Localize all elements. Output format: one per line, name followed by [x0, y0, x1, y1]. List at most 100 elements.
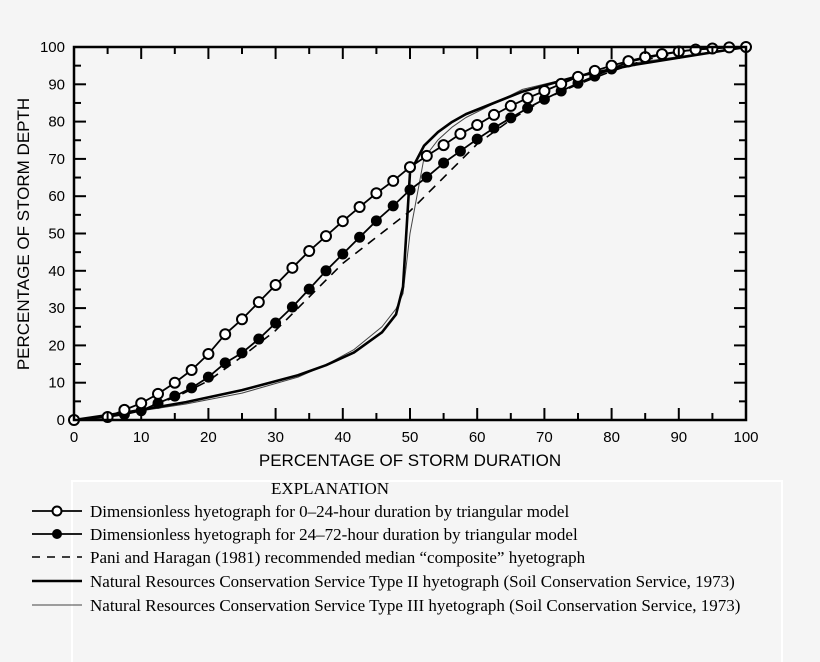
y-tick-label: 80	[48, 114, 65, 131]
open-circle-point	[320, 230, 332, 243]
filled-circle-point	[186, 382, 198, 394]
open-circle-point	[236, 313, 248, 326]
y-tick-label: 50	[48, 226, 65, 243]
open-circle-point	[521, 92, 534, 105]
series-line	[73, 46, 747, 421]
series-thick	[73, 45, 747, 422]
x-axis-label: PERCENTAGE OF STORM DURATION	[259, 451, 561, 470]
open-circle-point	[555, 77, 568, 90]
y-tick-label: 30	[48, 300, 65, 317]
open-circle-point	[353, 201, 366, 214]
open-circle-point	[605, 59, 618, 72]
x-tick-label: 50	[402, 429, 419, 446]
open-circle-point	[420, 149, 433, 162]
y-tick-label: 90	[48, 76, 65, 93]
open-circle-point	[538, 85, 551, 98]
y-tick-labels: 0 10 20 30 40 50 60 70 80 90 100	[40, 39, 65, 429]
legend-entry-label: Dimensionless hyetograph for 0–24-hour d…	[90, 502, 569, 521]
x-tick-labels: 0 10 20 30 40 50 60 70 80 90 100	[70, 429, 759, 446]
open-circle-point	[168, 376, 181, 389]
x-tick-label: 70	[536, 429, 553, 446]
filled-circle-point	[286, 301, 298, 313]
axis-ticks	[74, 47, 746, 420]
open-circle-point	[303, 245, 316, 258]
legend-title: EXPLANATION	[271, 479, 389, 498]
open-circle-point	[471, 118, 484, 131]
legend-entry-label: Natural Resources Conservation Service T…	[90, 572, 735, 591]
open-circle-point	[488, 108, 500, 121]
legend: Dimensionless hyetograph for 0–24-hour d…	[32, 502, 740, 615]
filled-circle-point	[522, 102, 534, 114]
open-circle-point	[118, 403, 131, 416]
open-circle-point	[656, 48, 668, 61]
legend-open-circle-icon	[51, 505, 63, 517]
legend-entry-label: Dimensionless hyetograph for 24–72-hour …	[90, 525, 578, 544]
filled-circle-point	[320, 265, 332, 277]
filled-circle-point	[169, 390, 181, 402]
filled-circle-point	[303, 283, 315, 295]
legend-box	[71, 480, 783, 662]
series-line	[73, 46, 747, 421]
x-tick-label: 10	[133, 429, 150, 446]
y-tick-label: 10	[48, 375, 65, 392]
x-tick-label: 60	[469, 429, 486, 446]
y-axis-label: PERCENTAGE OF STORM DEPTH	[14, 98, 33, 370]
open-circle-point	[404, 161, 416, 174]
filled-circle-point	[253, 333, 265, 345]
x-tick-label: 90	[670, 429, 687, 446]
series-dashed	[73, 46, 747, 421]
series-line-open-circles	[68, 41, 752, 426]
filled-circle-point	[438, 157, 450, 169]
series-line	[73, 46, 747, 421]
x-tick-label: 80	[603, 429, 620, 446]
open-circle-point	[135, 397, 148, 410]
open-circle-point	[152, 387, 164, 400]
open-circle-point	[588, 64, 601, 77]
open-circle-point	[370, 187, 383, 200]
filled-circle-point	[454, 145, 466, 157]
filled-circle-point	[236, 347, 248, 359]
x-tick-label: 0	[70, 429, 78, 446]
open-circle-point	[286, 261, 299, 274]
legend-filled-circle-icon	[52, 529, 62, 539]
open-circle-point	[336, 215, 349, 228]
filled-circle-point	[387, 200, 399, 212]
filled-circle-point	[421, 171, 433, 183]
open-circle-point	[504, 99, 517, 112]
open-circle-point	[454, 127, 467, 140]
y-tick-label: 40	[48, 263, 65, 280]
y-tick-label: 0	[57, 412, 65, 429]
filled-circle-point	[270, 317, 282, 329]
open-circle-point	[252, 296, 265, 309]
series-layer	[68, 41, 752, 426]
filled-circle-point	[505, 112, 517, 124]
y-tick-label: 60	[48, 188, 65, 205]
filled-circle-point	[488, 122, 500, 134]
open-circle-point	[622, 55, 635, 68]
filled-circle-point	[219, 357, 231, 369]
filled-circle-point	[337, 248, 349, 260]
y-tick-label: 70	[48, 151, 65, 168]
filled-circle-point	[202, 371, 214, 383]
x-tick-label: 40	[334, 429, 351, 446]
legend-entry-label: Pani and Haragan (1981) recommended medi…	[90, 548, 586, 567]
y-tick-label: 100	[40, 39, 65, 56]
y-tick-label: 20	[48, 337, 65, 354]
filled-circle-point	[404, 184, 416, 196]
x-tick-label: 30	[267, 429, 284, 446]
open-circle-point	[202, 347, 215, 360]
open-circle-point	[437, 139, 450, 152]
open-circle-point	[387, 174, 400, 187]
open-circle-point	[572, 70, 584, 83]
filled-circle-point	[471, 133, 483, 145]
x-tick-label: 20	[200, 429, 217, 446]
series-thin	[73, 46, 747, 421]
open-circle-point	[185, 364, 198, 377]
series-line	[73, 45, 747, 422]
open-circle-point	[219, 328, 232, 341]
legend-entry-label: Natural Resources Conservation Service T…	[90, 596, 740, 615]
open-circle-point	[269, 278, 282, 291]
x-tick-label: 100	[733, 429, 758, 446]
